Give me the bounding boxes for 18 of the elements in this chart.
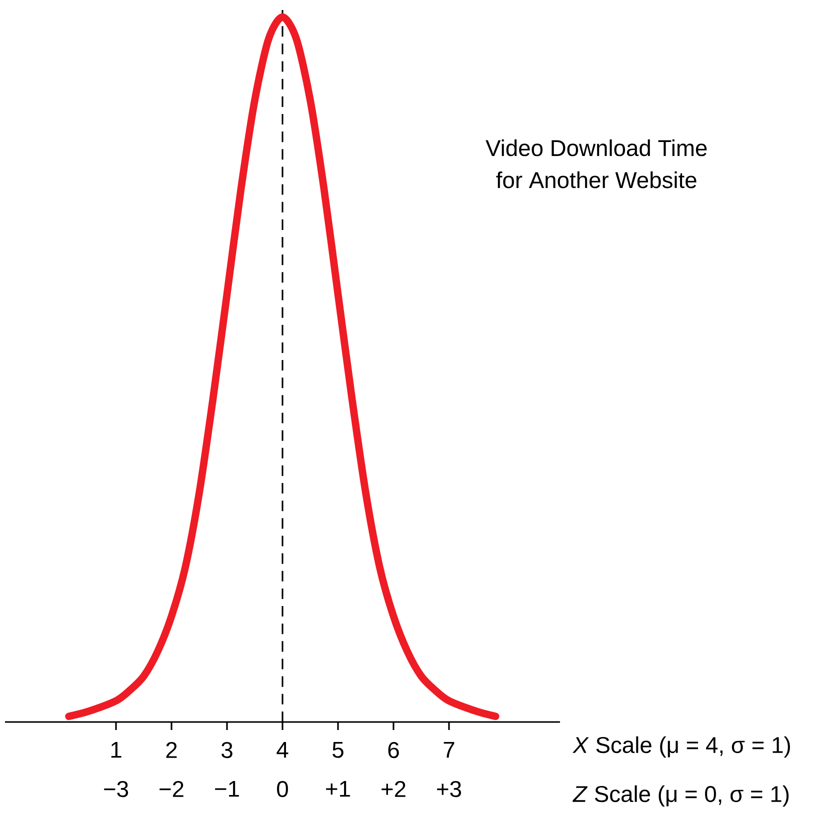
x-tick-label: 7 xyxy=(444,742,454,758)
annotation: for Another Website xyxy=(496,171,696,188)
x2-tick-label: 0 xyxy=(277,780,288,798)
annotation: Video Download Time xyxy=(486,139,707,156)
x-tick-label: 5 xyxy=(332,742,344,758)
x2-tick-label: +1 xyxy=(326,780,350,797)
x2-tick-label: −1 xyxy=(215,780,239,797)
x2-tick-label: +3 xyxy=(437,780,462,798)
x-tick-label: 1 xyxy=(111,742,122,758)
x2-tick-label: −2 xyxy=(160,780,184,797)
x-tick-label: 2 xyxy=(166,742,177,758)
x2-tick-label: −3 xyxy=(104,780,128,798)
x2-axis-title: Z Scale (μ = 0, σ = 1) xyxy=(572,785,789,807)
x-tick-label: 6 xyxy=(388,742,399,758)
x-axis-title: X Scale (μ = 4, σ = 1) xyxy=(572,736,790,758)
x-tick-label: 4 xyxy=(276,742,288,758)
x-tick-label: 3 xyxy=(222,742,232,758)
x2-tick-label: +2 xyxy=(382,780,406,797)
